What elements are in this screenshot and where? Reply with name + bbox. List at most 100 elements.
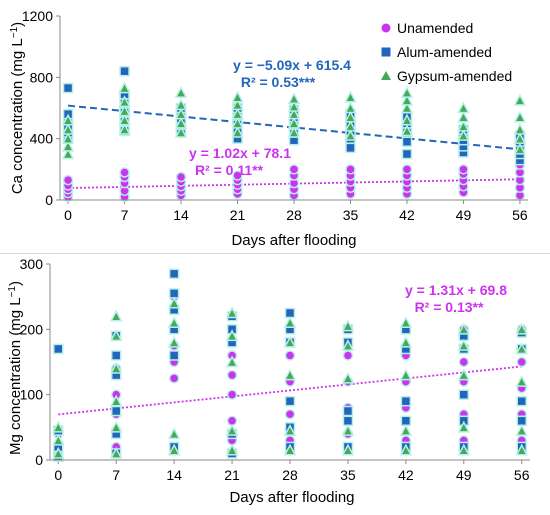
point-gypsum-amended [399, 335, 413, 348]
point-gypsum-amended [225, 306, 239, 319]
point-gypsum-amended [174, 86, 188, 98]
ca-chart-panel: 0 400 800 1200 0 7 14 21 28 35 42 49 56 Days after … [9, 8, 528, 249]
point-gypsum-amended [457, 101, 470, 114]
point-gypsum-amended [400, 101, 414, 114]
point-gypsum-amended [118, 81, 131, 94]
ca-x-axis-label: Days after flooding [231, 232, 356, 249]
mg-unamended-trend-equation: y = 1.31x + 69.8 [405, 282, 507, 298]
point-alum-amended [119, 65, 130, 77]
point-gypsum-amended [61, 132, 75, 144]
mg-trendlines [58, 365, 522, 416]
legend-entry-gypsum: Gypsum-amended [381, 68, 512, 84]
point-gypsum-amended [174, 116, 188, 129]
point-alum-amended [110, 405, 122, 417]
point-gypsum-amended [344, 110, 357, 123]
point-gypsum-amended [109, 394, 123, 407]
point-alum-amended [345, 142, 356, 154]
point-gypsum-amended [457, 339, 471, 351]
point-gypsum-amended [109, 420, 123, 433]
legend-entry-alum: Alum-amended [381, 44, 492, 60]
point-gypsum-amended [225, 355, 239, 368]
x-tick-label: 56 [512, 207, 528, 223]
x-tick-label: 49 [456, 467, 472, 483]
point-alum-amended [62, 82, 74, 94]
point-unamended [62, 174, 74, 186]
point-gypsum-amended [167, 443, 181, 456]
x-tick-label: 35 [340, 467, 356, 483]
legend-label-gypsum: Gypsum-amended [397, 68, 512, 84]
point-unamended [232, 170, 243, 181]
point-gypsum-amended [225, 329, 239, 342]
x-tick-label: 0 [64, 207, 72, 223]
point-gypsum-amended [167, 335, 181, 348]
point-alum-amended [284, 395, 296, 407]
mg-chart-panel: 0 100 200 300 0 7 14 21 28 35 42 49 56 Days after f… [7, 256, 530, 506]
point-gypsum-amended [344, 90, 357, 103]
point-gypsum-amended [513, 93, 527, 106]
point-gypsum-amended [515, 443, 528, 456]
point-gypsum-amended [109, 309, 123, 322]
y-tick-label: 200 [20, 321, 44, 337]
point-unamended [516, 356, 527, 368]
point-gypsum-amended [515, 374, 528, 387]
point-gypsum-amended [287, 125, 301, 138]
point-gypsum-amended [283, 335, 297, 348]
point-alum-amended [401, 148, 413, 160]
point-gypsum-amended [61, 113, 75, 126]
ca-alum-trend-r2: R² = 0.53*** [241, 74, 316, 90]
point-unamended [226, 369, 238, 381]
legend-marker-square [381, 47, 391, 57]
point-gypsum-amended [457, 128, 470, 141]
point-gypsum-amended [341, 371, 355, 384]
point-unamended [226, 415, 238, 427]
point-gypsum-amended [174, 107, 188, 120]
point-gypsum-amended [400, 113, 414, 126]
point-gypsum-amended [287, 92, 301, 105]
point-gypsum-amended [344, 101, 357, 114]
point-unamended [119, 167, 130, 178]
point-alum-amended [400, 395, 412, 407]
legend-marker-circle [381, 23, 391, 33]
point-gypsum-amended [399, 316, 413, 329]
x-tick-label: 7 [121, 207, 129, 223]
point-gypsum-amended [231, 125, 244, 138]
ca-y-axis-label: Ca concentration (mg L−1) [9, 22, 26, 194]
x-tick-label: 42 [398, 467, 414, 483]
point-gypsum-amended [399, 443, 413, 456]
point-gypsum-amended [515, 322, 528, 335]
point-gypsum-amended [513, 142, 527, 155]
point-gypsum-amended [118, 122, 131, 135]
point-gypsum-amended [457, 443, 471, 456]
point-gypsum-amended [344, 119, 357, 132]
x-tick-label: 0 [54, 467, 62, 483]
point-gypsum-amended [167, 427, 181, 440]
point-unamended [345, 164, 356, 175]
point-gypsum-amended [341, 319, 355, 332]
point-gypsum-amended [399, 423, 413, 436]
mg-x-ticks: 0 7 14 21 28 35 42 49 56 [54, 460, 530, 483]
point-gypsum-amended [400, 124, 414, 137]
legend-marker-triangle [381, 71, 391, 80]
point-gypsum-amended [118, 104, 131, 117]
point-alum-amended [168, 350, 180, 361]
y-tick-label: 400 [30, 131, 54, 147]
point-gypsum-amended [457, 110, 470, 123]
point-unamended [226, 389, 238, 400]
point-alum-amended [284, 307, 296, 319]
point-gypsum-amended [283, 316, 297, 329]
point-gypsum-amended [400, 93, 414, 106]
point-gypsum-amended [399, 368, 413, 381]
point-gypsum-amended [52, 433, 65, 446]
point-gypsum-amended [513, 110, 527, 123]
legend: Unamended Alum-amended Gypsum-amended [381, 20, 512, 84]
y-tick-label: 300 [20, 256, 44, 272]
point-unamended [168, 373, 180, 384]
point-gypsum-amended [167, 316, 181, 329]
ca-unamended-trend-equation: y = 1.02x + 78.1 [189, 145, 291, 161]
x-tick-label: 42 [399, 207, 415, 223]
mg-unamended-trend-r2: R² = 0.13** [415, 299, 484, 315]
point-gypsum-amended [52, 420, 65, 433]
x-tick-label: 14 [166, 467, 182, 483]
ca-x-ticks: 0 7 14 21 28 35 42 49 56 [64, 200, 528, 223]
